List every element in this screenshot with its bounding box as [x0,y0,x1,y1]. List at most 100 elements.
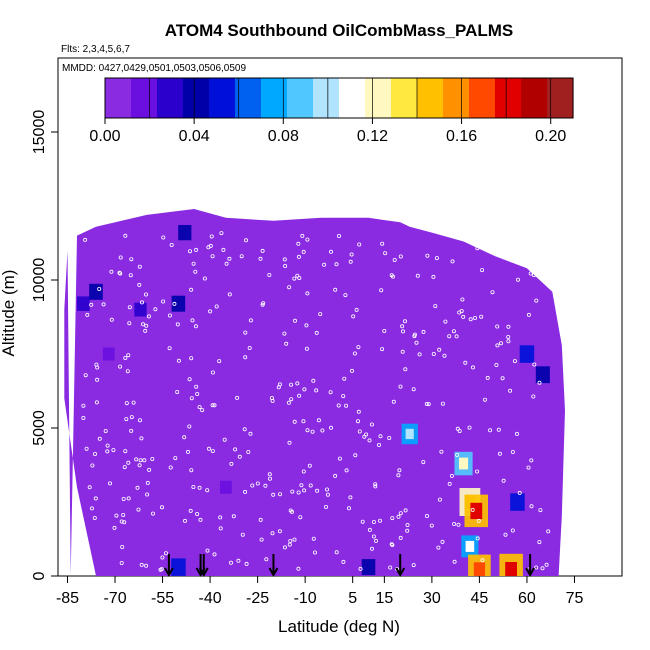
sample-dot [470,365,475,370]
sample-dot [529,458,534,463]
sample-dot [540,566,545,571]
sample-dot [295,273,300,278]
sample-dot [189,396,194,401]
y-tick-label: 15000 [31,110,48,155]
sample-dot [508,388,513,393]
sample-dot [292,276,297,281]
sample-dot [538,508,543,513]
heatmap-cell [102,347,115,361]
sample-dot [391,399,396,404]
chart-title: ATOM4 Southbound OilCombMass_PALMS [165,21,514,40]
sample-dot [282,331,287,336]
sample-dot [539,236,544,241]
sample-dot [122,520,127,525]
sample-dot [301,469,306,474]
colorbar-segment [339,78,366,118]
sample-dot [320,428,325,433]
sample-dot [83,237,88,242]
sample-dot [182,518,187,523]
sample-dot [433,304,438,309]
heatmap-cell [459,457,469,470]
sample-dot [138,458,143,463]
sample-dot [342,376,347,381]
sample-dot [140,322,145,327]
sample-dot [145,480,150,485]
sample-dot [243,489,248,494]
sample-dot [142,458,147,463]
sample-dot [287,542,292,547]
sample-dot [187,249,192,254]
sample-dot [127,305,132,310]
sample-dot [139,436,144,441]
sample-dot [429,523,434,528]
colorbar-segment [365,78,392,118]
sample-dot [92,516,97,521]
heatmap-cell [178,225,192,241]
heatmap-cell [465,540,475,552]
sample-dot [344,468,349,473]
sample-dot [490,290,495,295]
sample-dot [380,347,385,352]
sample-dot [470,507,475,512]
sample-dot [267,472,272,477]
sample-dot [360,519,365,524]
sample-dot [529,504,534,509]
sample-dot [506,339,511,344]
sample-dot [87,485,92,490]
sample-dot [510,528,515,533]
sample-dot [144,563,149,568]
sample-dot [289,397,294,402]
profile-marker-arrow [395,554,406,578]
colorbar-segment [105,78,132,118]
x-tick-label: 45 [471,590,489,607]
sample-dot [283,263,288,268]
sample-dot [431,274,436,279]
sample-dot [94,362,99,367]
sample-dot [276,385,281,390]
sample-dot [112,525,117,530]
sample-dot [295,381,300,386]
sample-dot [235,395,240,400]
sample-dot [528,271,533,276]
profile-marker-arrow [164,554,174,578]
sample-dot [221,247,226,252]
sample-dot [352,351,357,356]
sample-dot [93,496,98,501]
sample-dot [89,506,94,511]
sample-dot [439,449,444,454]
sample-dot [270,398,275,403]
sample-dot [328,425,333,430]
sample-dot [125,369,130,374]
sample-dot [159,567,164,572]
sample-dot [398,511,403,516]
sample-dot [506,324,511,329]
sample-dot [377,518,382,523]
colorbar-tick-label: 0.20 [535,128,566,145]
sample-dot [356,345,361,350]
sample-dot [288,508,293,513]
sample-dot [461,314,466,319]
sample-dot [546,529,551,534]
sample-dot [263,483,268,488]
sample-dot [336,403,341,408]
sample-dot [119,561,124,566]
sample-dot [90,463,95,468]
sample-dot [209,234,214,239]
sample-dot [349,252,354,257]
heatmap-cell [89,283,103,300]
sample-dot [531,394,536,399]
x-tick-label: 75 [566,590,584,607]
y-tick-label: 0 [31,571,48,580]
sample-dot [120,545,125,550]
sample-dot [424,514,429,519]
sample-dot [472,315,477,320]
sample-dots [81,231,551,572]
sample-dot [137,463,142,468]
sample-dot [398,535,403,540]
sample-dot [187,424,192,429]
sample-dot [521,240,526,245]
sample-dot [344,403,349,408]
colorbar-segment [313,78,340,118]
sample-dot [95,377,100,382]
sample-dot [455,452,460,457]
